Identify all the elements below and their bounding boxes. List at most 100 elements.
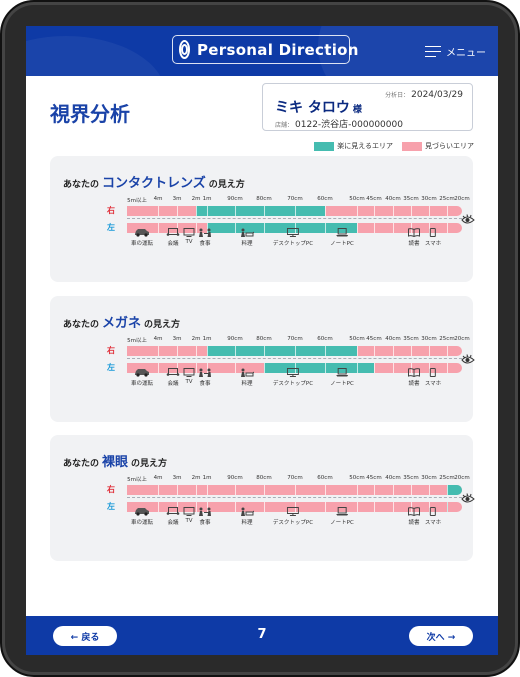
smartphone-icon (429, 507, 437, 516)
eye-divider (127, 497, 462, 498)
distance-tick-label: 30cm (421, 475, 437, 481)
distance-tick-label: 4m (153, 196, 163, 202)
distance-tick-label: 30cm (421, 196, 437, 202)
dining-icon (198, 228, 212, 237)
distance-gridline (357, 502, 358, 512)
distance-tick-label: 20cm (454, 336, 470, 342)
brand-logo: Personal Direction (172, 35, 358, 64)
app-screen: Personal Direction メニュー 視界分析 分析日： 2024/03… (26, 26, 498, 655)
distance-gridline (393, 363, 394, 373)
distance-tick-label: 25cm (439, 475, 455, 481)
customer-info-box: 分析日： 2024/03/29 ミキ タロウ様 店舗： 0122-渋谷店-00000… (262, 83, 473, 131)
distance-gridline (325, 502, 326, 512)
distance-tick-label: 80cm (256, 336, 272, 342)
distance-gridline (196, 223, 197, 233)
distance-tick-label: 1m (202, 336, 212, 342)
distance-tick-label: 5m以上 (127, 477, 147, 483)
activity-label: 食事 (199, 520, 211, 526)
card-title-suffix: の見え方 (144, 320, 181, 330)
analysis-date: 分析日： 2024/03/29 (385, 90, 463, 100)
distance-gridline (411, 502, 412, 512)
activity-label: 料理 (241, 241, 253, 247)
distance-gridline (207, 346, 208, 356)
distance-tick-label: 1m (202, 475, 212, 481)
activity-label: 会議 (167, 520, 179, 526)
distance-tick-label: 90cm (227, 475, 243, 481)
distance-tick-label: 4m (153, 475, 163, 481)
distance-gridline (207, 223, 208, 233)
distance-gridline (235, 502, 236, 512)
distance-tick-label: 25cm (439, 196, 455, 202)
back-button[interactable]: ← 戻る (53, 626, 117, 646)
distance-tick-label: 60cm (317, 196, 333, 202)
distance-tick-label: 70cm (287, 196, 303, 202)
activity-label: ノートPC (330, 381, 354, 387)
distance-tick-label: 3m (172, 196, 182, 202)
distance-tick-label: 40cm (385, 336, 401, 342)
distance-gridline (158, 223, 159, 233)
eye-icon (461, 211, 477, 230)
activity-label: TV (185, 379, 193, 385)
distance-gridline (264, 206, 265, 216)
distance-gridline (196, 346, 197, 356)
right-eye-bar (127, 206, 462, 216)
distance-gridline (357, 363, 358, 373)
distance-tick-label: 40cm (385, 196, 401, 202)
desktop-pc-icon (286, 368, 299, 377)
laptop-icon (335, 507, 348, 516)
activity-car: 車の運転 (131, 507, 153, 526)
menu-button[interactable]: メニュー (425, 44, 486, 59)
activity-label: スマホ (424, 520, 442, 526)
right-eye-label: 右 (107, 485, 115, 494)
activity-cooking: 料理 (240, 228, 254, 247)
activity-label: TV (185, 239, 193, 245)
activity-tv: TV (183, 228, 195, 245)
right-eye-bar-clear-zone (196, 206, 325, 216)
book-icon (408, 228, 420, 237)
distance-gridline (158, 485, 159, 495)
right-eye-bar-clear-zone (447, 485, 462, 495)
card-title-prefix: あなたの (63, 459, 100, 469)
card-title: あなたの コンタクトレンズ の見え方 (63, 172, 245, 191)
distance-tick-label: 4m (153, 336, 163, 342)
distance-gridline (158, 363, 159, 373)
activity-label: デスクトップPC (272, 241, 314, 247)
right-eye-bar (127, 485, 462, 495)
meeting-icon (166, 368, 180, 377)
activity-car: 車の運転 (131, 228, 153, 247)
card-title-suffix: の見え方 (208, 180, 245, 190)
distance-tick-label: 3m (172, 475, 182, 481)
menu-label: メニュー (446, 48, 486, 59)
distance-tick-label: 70cm (287, 336, 303, 342)
car-icon (134, 368, 150, 377)
activity-smartphone: スマホ (425, 507, 441, 526)
distance-tick-label: 90cm (227, 196, 243, 202)
vision-card: あなたの メガネ の見え方 5m以上 4m 3m 2m 1m 90cm 80cm 70cm 60cm 5… (50, 296, 475, 422)
distance-gridline (177, 206, 178, 216)
car-icon (134, 507, 150, 516)
distance-tick-label: 90cm (227, 336, 243, 342)
activity-car: 車の運転 (131, 368, 153, 387)
activity-meeting: 会議 (166, 228, 180, 247)
eye-icon (461, 490, 477, 509)
app-header: Personal Direction メニュー (26, 26, 498, 76)
next-button[interactable]: 次へ → (409, 626, 473, 646)
activity-smartphone: スマホ (425, 368, 441, 387)
activity-cooking: 料理 (240, 368, 254, 387)
distance-gridline (374, 206, 375, 216)
distance-tick-label: 50cm (349, 475, 365, 481)
activity-label: 車の運転 (130, 241, 154, 247)
cooking-icon (240, 228, 254, 237)
tv-icon (183, 228, 195, 237)
activity-label: デスクトップPC (272, 381, 314, 387)
activity-label: TV (185, 518, 193, 524)
activity-label: 料理 (241, 520, 253, 526)
distance-gridline (264, 502, 265, 512)
card-title-suffix: の見え方 (131, 459, 168, 469)
activity-label: 料理 (241, 381, 253, 387)
legend-easy-label: 楽に見えるエリア (337, 142, 393, 150)
right-eye-label: 右 (107, 346, 115, 355)
dining-icon (198, 368, 212, 377)
activity-meeting: 会議 (166, 507, 180, 526)
desktop-pc-icon (286, 228, 299, 237)
